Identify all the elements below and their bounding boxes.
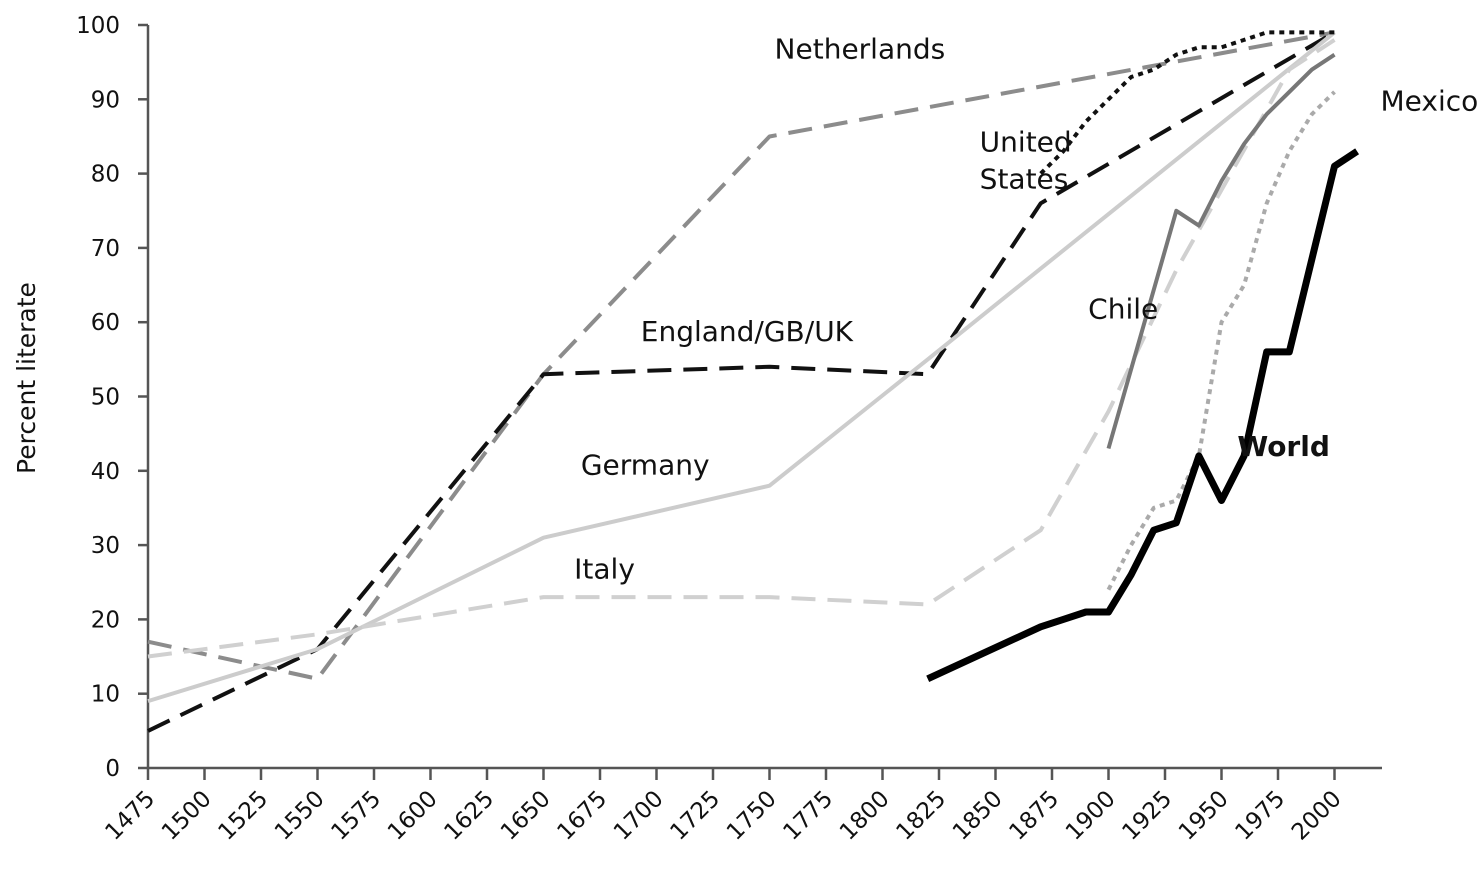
- series-label: States: [980, 162, 1069, 195]
- x-tick-label: 1475: [100, 786, 160, 846]
- x-tick-label: 1775: [778, 786, 838, 846]
- series-line-italy: [147, 38, 1336, 659]
- series-label: Germany: [581, 449, 710, 482]
- x-tick-label: 1625: [439, 786, 499, 846]
- x-tick-label: 1575: [326, 786, 386, 846]
- x-tick-label: 1800: [835, 786, 895, 846]
- series-line-mexico: [1106, 90, 1336, 591]
- x-tick-label: 2000: [1287, 786, 1347, 846]
- series-label: Netherlands: [775, 32, 946, 65]
- series-label: Chile: [1088, 292, 1158, 325]
- x-tick-label: 1825: [891, 786, 951, 846]
- x-tick-label: 1650: [496, 786, 556, 846]
- series-label: United: [980, 125, 1072, 158]
- x-tick-label: 1675: [552, 786, 612, 846]
- x-tick-label: 1950: [1174, 786, 1234, 846]
- series-line-chile: [1106, 53, 1336, 450]
- x-tick-label: 1850: [948, 786, 1008, 846]
- y-tick-label: 100: [76, 13, 120, 39]
- series-label: Mexico: [1381, 84, 1477, 117]
- y-tick-label: 80: [91, 162, 120, 188]
- y-ticks: 0 10 20 30 40 50 60 70 80 90 100: [76, 13, 148, 782]
- series-line-england-gb-uk: [147, 30, 1336, 733]
- x-tick-label: 1600: [383, 786, 443, 846]
- y-tick-label: 40: [91, 459, 120, 485]
- x-tick-label: 1525: [213, 786, 273, 846]
- x-tick-label: 1900: [1061, 786, 1121, 846]
- x-ticks: 1475150015251550157516001625165016751700…: [100, 768, 1347, 846]
- x-tick-label: 1500: [157, 786, 217, 846]
- y-tick-label: 0: [105, 756, 120, 782]
- y-tick-label: 50: [91, 385, 120, 411]
- x-tick-label: 1975: [1230, 786, 1290, 846]
- y-tick-label: 70: [91, 236, 120, 262]
- y-tick-label: 30: [91, 533, 120, 559]
- x-tick-label: 1550: [270, 786, 330, 846]
- y-tick-label: 60: [91, 310, 120, 336]
- y-axis-title: Percent literate: [12, 282, 41, 474]
- x-tick-label: 1700: [609, 786, 669, 846]
- y-tick-label: 20: [91, 607, 120, 633]
- y-tick-label: 90: [91, 87, 120, 113]
- x-tick-label: 1875: [1004, 786, 1064, 846]
- x-tick-label: 1750: [722, 786, 782, 846]
- series-lines: [147, 30, 1360, 733]
- x-tick-label: 1925: [1117, 786, 1177, 846]
- series-line-germany: [147, 30, 1336, 704]
- series-label: England/GB/UK: [641, 315, 854, 348]
- y-tick-label: 10: [91, 682, 120, 708]
- series-label: World: [1237, 430, 1330, 463]
- series-label: Italy: [574, 553, 635, 586]
- x-tick-label: 1725: [665, 786, 725, 846]
- series-line-united-states: [1039, 30, 1335, 176]
- series-line-netherlands: [147, 30, 1335, 681]
- series-labels: Netherlands United States England/GB/UK Germ…: [574, 32, 1477, 585]
- series-line-world: [926, 148, 1360, 682]
